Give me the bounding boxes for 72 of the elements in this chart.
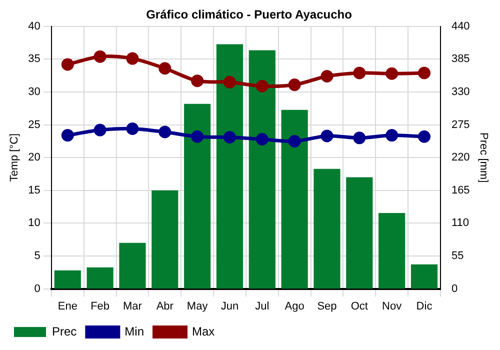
bar xyxy=(86,267,114,289)
point xyxy=(223,131,236,144)
bar xyxy=(346,177,373,289)
y-tick-label: 30 xyxy=(28,86,40,98)
bar xyxy=(184,104,211,289)
y-tick-label: 25 xyxy=(28,118,40,131)
point xyxy=(94,50,106,63)
y2-tick-label: 165 xyxy=(451,184,470,196)
x-tick-label: Abr xyxy=(156,300,174,312)
point xyxy=(61,129,74,142)
point xyxy=(288,78,301,92)
y2-tick-label: 110 xyxy=(451,217,469,230)
x-tick-label: Dic xyxy=(416,300,433,312)
point xyxy=(320,130,334,142)
point xyxy=(418,66,430,80)
point xyxy=(353,132,366,144)
x-tick-label: May xyxy=(186,300,208,312)
y-tick-label: 15 xyxy=(28,184,40,196)
point xyxy=(126,52,139,65)
point xyxy=(386,67,398,80)
point xyxy=(94,124,106,136)
x-tick-label: Jul xyxy=(255,300,270,312)
point xyxy=(320,70,334,83)
x-tick-label: Oct xyxy=(350,300,368,312)
y-tick-label: 40 xyxy=(28,20,40,32)
point xyxy=(191,130,204,143)
bar xyxy=(410,264,438,289)
chart-title: Gráfico climático - Puerto Ayacucho xyxy=(146,8,352,22)
y-tick-label: 35 xyxy=(28,53,40,66)
bar xyxy=(314,168,340,289)
bar xyxy=(152,190,178,289)
point xyxy=(353,66,366,80)
point xyxy=(418,130,430,143)
bar xyxy=(54,270,81,289)
y2-tick-label: 0 xyxy=(451,282,458,295)
x-tick-label: Jun xyxy=(220,300,239,312)
point xyxy=(288,134,301,148)
point xyxy=(223,76,236,88)
x-tick-label: Nov xyxy=(382,300,402,312)
bar xyxy=(281,110,308,289)
point xyxy=(61,58,74,71)
y-tick-label: 0 xyxy=(34,282,40,295)
x-tick-label: Ene xyxy=(58,300,78,312)
bar xyxy=(378,213,406,289)
y-tick-label: 10 xyxy=(28,217,40,230)
point xyxy=(386,129,398,142)
legend-label: Min xyxy=(124,324,144,338)
legend-label: Prec xyxy=(52,324,77,338)
y2-tick-label: 440 xyxy=(451,20,470,32)
point xyxy=(256,132,268,146)
x-tick-label: Mar xyxy=(123,300,142,312)
y-axis-title: Temp [°C] xyxy=(8,133,21,182)
bar xyxy=(216,44,244,289)
y2-tick-label: 275 xyxy=(451,118,470,131)
y2-tick-label: 220 xyxy=(451,152,470,164)
point xyxy=(256,80,268,92)
x-tick-label: Sep xyxy=(317,300,337,312)
x-tick-label: Ago xyxy=(284,300,304,312)
point xyxy=(191,74,204,88)
bar xyxy=(248,50,276,289)
point xyxy=(126,122,139,135)
y2-tick-label: 385 xyxy=(451,53,470,66)
y-tick-label: 20 xyxy=(28,152,40,164)
y-tick-label: 5 xyxy=(34,250,40,262)
y2-tick-label: 55 xyxy=(451,250,464,262)
x-tick-label: Feb xyxy=(90,300,110,312)
point xyxy=(158,126,172,138)
bar xyxy=(119,242,146,289)
y2-axis-title: Prec [mm] xyxy=(477,132,490,183)
point xyxy=(158,62,172,75)
y2-tick-label: 330 xyxy=(451,86,470,98)
legend-label: Max xyxy=(192,324,215,338)
